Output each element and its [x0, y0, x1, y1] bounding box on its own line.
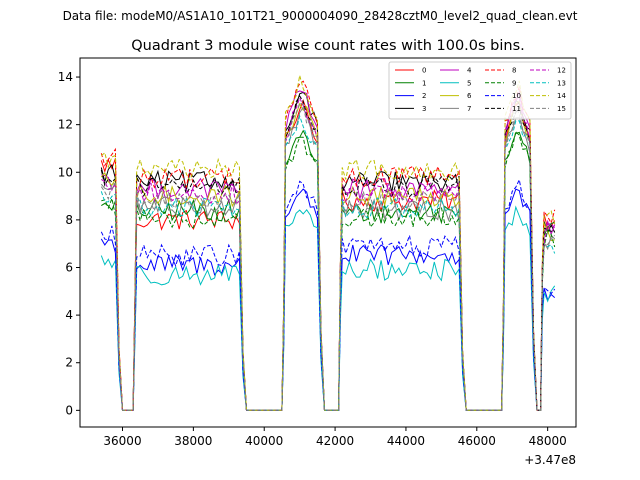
- y-tick-label: 8: [65, 213, 73, 227]
- legend-label-4: 4: [467, 67, 472, 75]
- series-line-15: [100, 102, 556, 411]
- x-tick-label: 40000: [245, 434, 283, 448]
- axes-frame: [79, 57, 577, 428]
- x-tick-label: 42000: [316, 434, 354, 448]
- legend-label-1: 1: [422, 79, 426, 87]
- legend-label-13: 13: [557, 79, 566, 87]
- y-tick-label: 14: [58, 70, 73, 84]
- y-tick-label: 2: [65, 356, 73, 370]
- x-tick-label: 36000: [103, 434, 141, 448]
- x-tick-label: 46000: [458, 434, 496, 448]
- legend-label-8: 8: [512, 67, 516, 75]
- axes: 36000 38000 40000 42000 44000 46000 48000 +3.47…: [58, 57, 577, 467]
- figure-suptitle: Data file: modeM0/AS1A10_101T21_90000040…: [63, 9, 578, 23]
- legend-box: [388, 61, 572, 120]
- x-offset-label: +3.47e8: [524, 453, 576, 467]
- series-lines: [100, 75, 556, 411]
- y-tick-label: 10: [58, 165, 73, 179]
- y-tick-label: 6: [65, 260, 73, 274]
- legend-label-5: 5: [467, 79, 471, 87]
- legend-label-0: 0: [422, 67, 426, 75]
- legend-label-11: 11: [512, 105, 521, 113]
- legend-label-12: 12: [557, 67, 566, 75]
- x-tick-label: 38000: [174, 434, 212, 448]
- legend-label-6: 6: [467, 92, 472, 100]
- y-tick-label: 12: [58, 118, 73, 132]
- x-tick-label: 48000: [529, 434, 567, 448]
- y-tick-label: 0: [65, 403, 73, 417]
- legend-label-9: 9: [512, 79, 516, 87]
- legend-label-14: 14: [557, 92, 566, 100]
- x-tick-label: 44000: [387, 434, 425, 448]
- legend-label-15: 15: [557, 105, 566, 113]
- legend-label-7: 7: [467, 105, 471, 113]
- legend-label-3: 3: [422, 105, 426, 113]
- legend-label-10: 10: [512, 92, 521, 100]
- legend-label-2: 2: [422, 92, 426, 100]
- chart-title: Quadrant 3 module wise count rates with …: [131, 38, 525, 54]
- y-tick-label: 4: [65, 308, 73, 322]
